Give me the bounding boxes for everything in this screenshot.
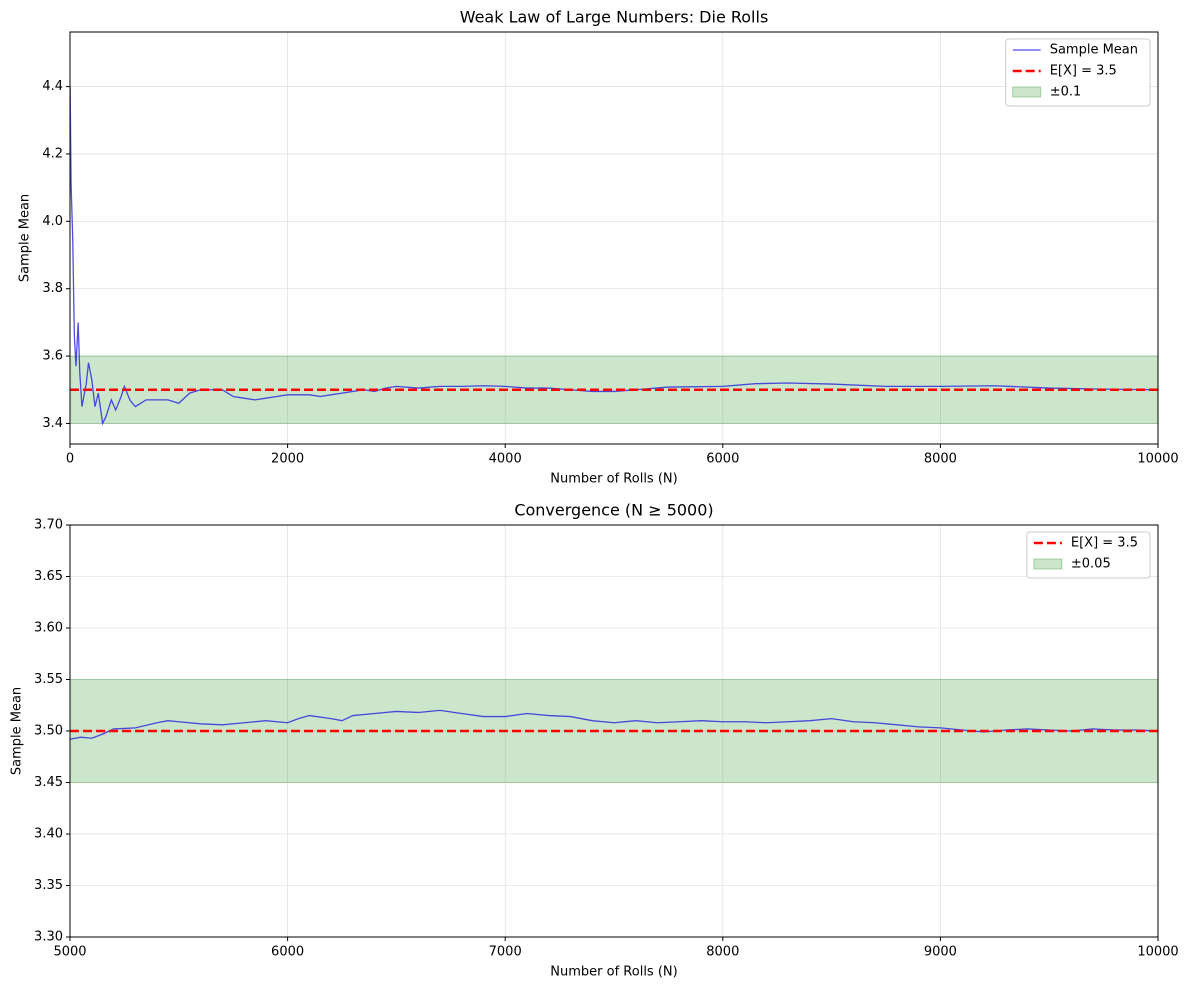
x-tick-label: 7000 xyxy=(489,945,522,960)
chart-title: Weak Law of Large Numbers: Die Rolls xyxy=(460,8,769,27)
plot-area xyxy=(70,32,1158,444)
x-tick-label: 0 xyxy=(66,452,74,467)
x-tick-label: 6000 xyxy=(271,945,304,960)
x-axis-label: Number of Rolls (N) xyxy=(550,472,677,487)
x-tick-label: 10000 xyxy=(1137,945,1178,960)
x-tick-label: 6000 xyxy=(706,452,739,467)
legend-label: Sample Mean xyxy=(1050,43,1138,58)
y-tick-label: 3.30 xyxy=(34,930,63,945)
plot-area xyxy=(70,525,1158,937)
legend-box xyxy=(1026,531,1151,579)
sample-mean-line xyxy=(70,709,1158,740)
x-tick-label: 9000 xyxy=(924,945,957,960)
x-tick-label: 5000 xyxy=(53,945,86,960)
band xyxy=(70,355,1158,424)
y-tick-label: 4.2 xyxy=(42,146,63,161)
chart-title: Convergence (N ≥ 5000) xyxy=(514,501,713,520)
y-tick-label: 3.8 xyxy=(42,281,63,296)
axes: 5000 6000 7000 8000 9000 10000 3.30 3.35 3.40 3.4… xyxy=(10,501,1179,980)
y-tick-label: 3.45 xyxy=(34,775,63,790)
x-axis-label: Number of Rolls (N) xyxy=(550,965,677,980)
legend: Sample Mean E[X] = 3.5 ±0.1 xyxy=(1005,38,1151,107)
y-tick-label: 3.65 xyxy=(34,569,63,584)
x-tick-label: 8000 xyxy=(924,452,957,467)
y-tick-label: 3.35 xyxy=(34,878,63,893)
legend-box xyxy=(1005,38,1151,107)
legend-label: ±0.05 xyxy=(1071,557,1111,572)
axes: 0 2000 4000 6000 8000 10000 3.4 3.6 3.8 4.0 4.2 4.4… xyxy=(18,8,1179,487)
y-tick-label: 3.6 xyxy=(42,349,63,364)
x-tick-label: 8000 xyxy=(706,945,739,960)
axes-frame xyxy=(69,31,1159,445)
x-tick-label: 10000 xyxy=(1137,452,1178,467)
y-tick-label: 4.0 xyxy=(42,214,63,229)
x-tick-label: 4000 xyxy=(489,452,522,467)
y-tick-label: 4.4 xyxy=(42,79,63,94)
y-tick-label: 3.55 xyxy=(34,672,63,687)
legend: E[X] = 3.5 ±0.05 xyxy=(1026,531,1151,579)
y-axis-label: Sample Mean xyxy=(18,194,33,282)
y-tick-label: 3.40 xyxy=(34,827,63,842)
legend-label: E[X] = 3.5 xyxy=(1050,64,1117,79)
y-tick-label: 3.4 xyxy=(42,416,63,431)
y-tick-label: 3.70 xyxy=(34,518,63,533)
y-tick-label: 3.50 xyxy=(34,724,63,739)
y-tick-label: 3.60 xyxy=(34,621,63,636)
x-tick-label: 2000 xyxy=(271,452,304,467)
legend-swatch xyxy=(1033,558,1063,570)
y-axis-label: Sample Mean xyxy=(10,687,25,775)
legend-label: E[X] = 3.5 xyxy=(1071,536,1138,551)
legend-swatch xyxy=(1012,86,1042,98)
legend-label: ±0.1 xyxy=(1050,85,1082,100)
